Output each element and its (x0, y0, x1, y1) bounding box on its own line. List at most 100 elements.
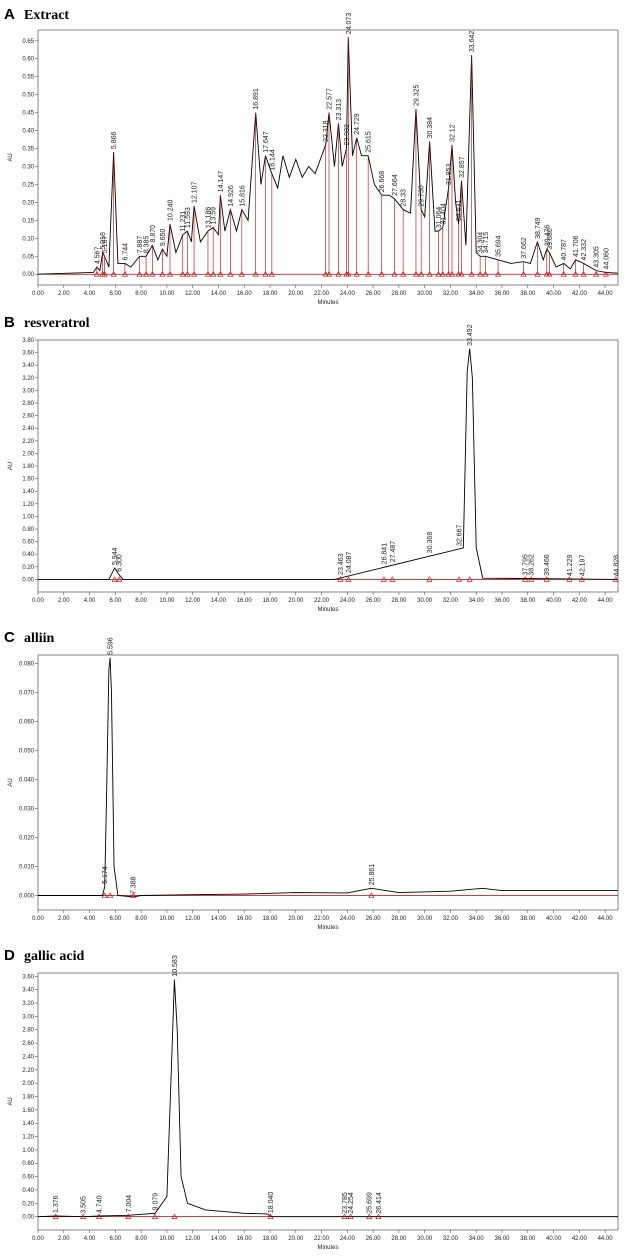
panel-label: C (4, 629, 15, 646)
peak-label: 5.596 (108, 637, 115, 655)
peak-label: 42.332 (581, 239, 588, 261)
peak-label: 26.841 (381, 543, 388, 565)
peak-label: 32.857 (459, 156, 466, 178)
peak-marker (391, 271, 398, 277)
y-tick-label: 1.00 (22, 514, 34, 520)
x-tick-label: 42.00 (572, 1236, 588, 1242)
peak-marker (52, 1213, 59, 1219)
peak-marker (143, 271, 150, 277)
y-tick-label: 3.00 (22, 1014, 34, 1020)
x-axis-label: Minutes (317, 607, 338, 613)
peak-marker (426, 271, 433, 277)
plot-frame (37, 654, 619, 911)
peak-label: 37.795 (523, 554, 530, 576)
y-tick-label: 1.20 (22, 1135, 34, 1141)
x-tick-label: 28.00 (391, 1236, 407, 1242)
y-tick-label: 0.50 (22, 93, 34, 99)
y-tick-label: 0.070 (19, 691, 35, 697)
peak-label: 39.466 (544, 554, 551, 576)
x-tick-label: 38.00 (520, 291, 536, 297)
peak-label: 31.853 (446, 164, 453, 186)
peak-marker (322, 271, 329, 277)
peak-marker (136, 271, 143, 277)
peak-label: 8.385 (144, 236, 151, 254)
x-tick-label: 20.00 (288, 1236, 304, 1242)
chart-panel: A Extract 0.00 0.05 0.10 0.15 0.20 0.25 0.30 0.35… (4, 6, 619, 306)
y-tick-label: 0.25 (22, 182, 34, 188)
peak-label: 35.694 (496, 235, 503, 257)
peak-label: 30.368 (427, 532, 434, 554)
peak-marker (335, 271, 342, 277)
peak-marker (325, 271, 333, 277)
x-tick-label: 38.00 (520, 598, 536, 604)
peak-marker (353, 271, 360, 277)
x-tick-label: 36.00 (494, 291, 510, 297)
peak-label: 13.59 (211, 207, 218, 225)
y-tick-label: 0.40 (22, 552, 34, 558)
x-tick-label: 12.00 (185, 1236, 201, 1242)
peak-label: 10.583 (172, 955, 179, 977)
x-tick-label: 24.00 (340, 598, 356, 604)
peak-marker (477, 271, 484, 277)
peak-label: 5.866 (111, 131, 118, 149)
x-tick-label: 30.00 (417, 291, 433, 297)
peak-label: 37.662 (521, 237, 528, 259)
peak-marker (439, 271, 446, 277)
peak-marker (528, 576, 535, 582)
x-tick-label: 42.00 (572, 916, 588, 922)
peak-label: 7.004 (126, 1195, 133, 1213)
x-tick-label: 32.00 (443, 291, 459, 297)
chart-title: alliin (24, 631, 55, 646)
y-tick-label: 1.20 (22, 502, 34, 508)
peak-label: 4.740 (97, 1195, 104, 1213)
x-tick-label: 8.00 (135, 291, 147, 297)
peak-marker (121, 271, 128, 277)
peak-marker (468, 271, 475, 277)
peak-marker (572, 271, 579, 277)
y-tick-label: 1.60 (22, 1108, 34, 1114)
peak-label: 23.463 (338, 553, 345, 575)
peak-label: 27.664 (392, 174, 399, 196)
peak-marker (101, 271, 108, 277)
peak-marker (566, 576, 573, 582)
y-tick-label: 0.15 (22, 218, 34, 224)
peak-label: 22.577 (326, 88, 333, 110)
peak-label: 38.749 (535, 217, 542, 239)
y-tick-label: 0.020 (19, 836, 35, 842)
x-tick-label: 16.00 (237, 291, 253, 297)
peak-marker (448, 271, 456, 277)
x-tick-label: 26.00 (366, 1236, 382, 1242)
x-tick-label: 24.00 (340, 291, 356, 297)
x-tick-label: 34.00 (469, 1236, 485, 1242)
peak-marker (159, 271, 166, 277)
x-tick-label: 18.00 (262, 291, 278, 297)
y-tick-label: 0.20 (22, 565, 34, 571)
peak-marker (458, 271, 465, 277)
y-tick-label: 0.35 (22, 147, 34, 153)
peak-label: 27.487 (390, 541, 397, 563)
x-tick-label: 0.00 (32, 916, 44, 922)
y-tick-label: 2.80 (22, 401, 34, 407)
peak-label: 18.144 (269, 149, 276, 171)
y-axis-label: AU (8, 778, 14, 786)
y-tick-label: 3.80 (22, 338, 34, 344)
peak-label: 14.926 (228, 185, 235, 207)
peak-label: 24.087 (346, 551, 353, 573)
peak-label: 10.240 (167, 199, 174, 221)
peak-label: 22.318 (323, 120, 330, 142)
peak-marker (171, 1213, 178, 1219)
y-tick-label: 0.000 (19, 894, 35, 900)
x-axis-label: Minutes (317, 925, 338, 931)
x-tick-label: 26.00 (366, 598, 382, 604)
x-tick-label: 32.00 (443, 598, 459, 604)
peak-marker (345, 576, 352, 582)
peak-label: 6.744 (122, 243, 129, 261)
plot-frame (37, 972, 619, 1231)
y-axis-label: AU (8, 462, 14, 470)
panel-label: A (4, 6, 15, 23)
x-tick-label: 34.00 (469, 291, 485, 297)
peak-marker (456, 576, 463, 582)
y-tick-label: 0.060 (19, 720, 35, 726)
